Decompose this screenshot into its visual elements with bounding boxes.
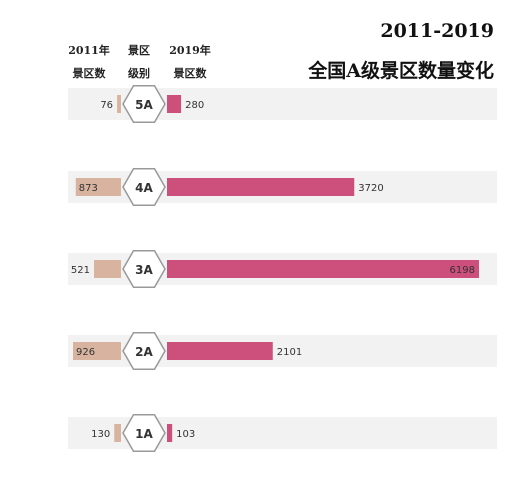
bar-2019-3a (167, 260, 479, 278)
value-2011-1a: 130 (91, 429, 110, 440)
col-header-level-line1: 景区 (127, 44, 150, 57)
bar-2011-4a (75, 178, 121, 196)
chart-rows: 76 280 5A 873 3720 4A 521 6198 3A 926 2101 2A 130 103… (68, 85, 497, 452)
level-hexagon-3a (122, 250, 166, 288)
level-label-4a: 4A (135, 181, 153, 195)
chart-title-line1: 2011-2019 (380, 20, 494, 42)
bar-2011-1a (114, 424, 121, 442)
level-label-1a: 1A (135, 427, 153, 441)
col-header-2019-line1: 2019年 (169, 43, 211, 57)
bar-2019-1a (167, 424, 173, 442)
bar-2011-3a (93, 260, 121, 278)
bar-2019-5a (167, 95, 182, 113)
level-label-2a: 2A (135, 345, 153, 359)
col-header-2019-line2: 景区数 (173, 66, 208, 80)
level-label-5a: 5A (135, 98, 153, 112)
value-2019-1a: 103 (176, 429, 195, 440)
level-hexagon-1a (122, 414, 166, 452)
bar-2011-5a (117, 95, 121, 113)
value-2011-2a: 926 (76, 347, 95, 358)
value-2011-5a: 76 (100, 100, 113, 111)
bar-2019-2a (167, 342, 273, 360)
chart-title-line2: 全国A级景区数量变化 (307, 59, 494, 82)
level-hexagon-4a (122, 168, 166, 206)
value-2019-3a: 6198 (450, 265, 475, 276)
value-2019-4a: 3720 (358, 183, 383, 194)
value-2011-4a: 873 (79, 183, 98, 194)
level-label-3a: 3A (135, 263, 153, 277)
col-header-2011-line2: 景区数 (72, 66, 107, 80)
col-header-2011-line1: 2011年 (68, 43, 110, 57)
col-header-level-line2: 级别 (127, 66, 150, 80)
value-2019-5a: 280 (185, 100, 204, 111)
level-hexagon-2a (122, 332, 166, 370)
level-hexagon-5a (122, 85, 166, 123)
value-2011-3a: 521 (71, 265, 90, 276)
value-2019-2a: 2101 (277, 347, 302, 358)
bar-2019-4a (167, 178, 355, 196)
bar-2011-2a (73, 342, 121, 360)
